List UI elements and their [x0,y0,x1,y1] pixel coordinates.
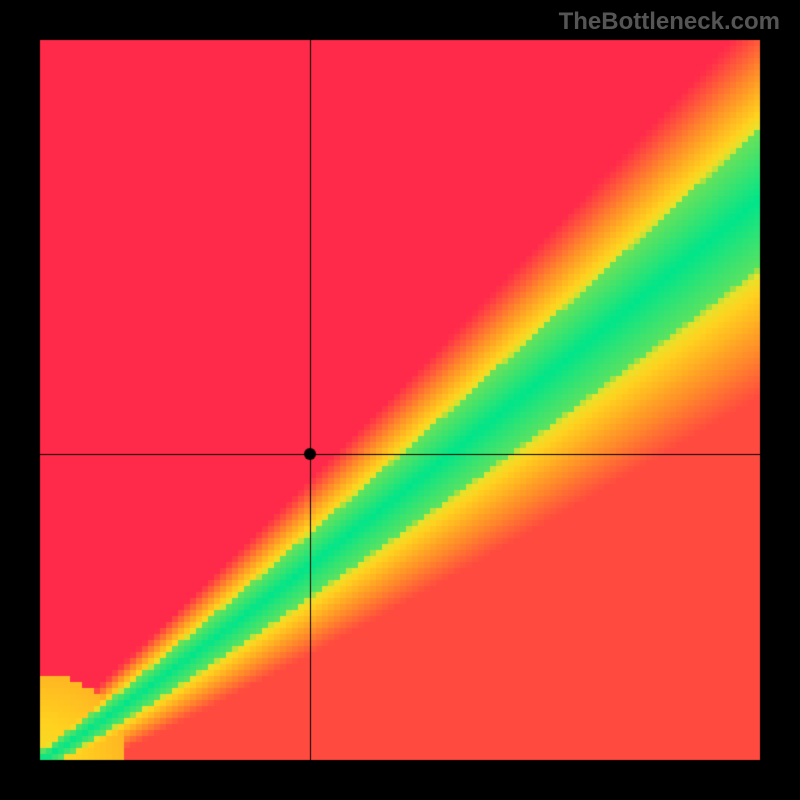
chart-container: TheBottleneck.com [0,0,800,800]
bottleneck-heatmap [0,0,800,800]
watermark-text: TheBottleneck.com [559,8,780,36]
